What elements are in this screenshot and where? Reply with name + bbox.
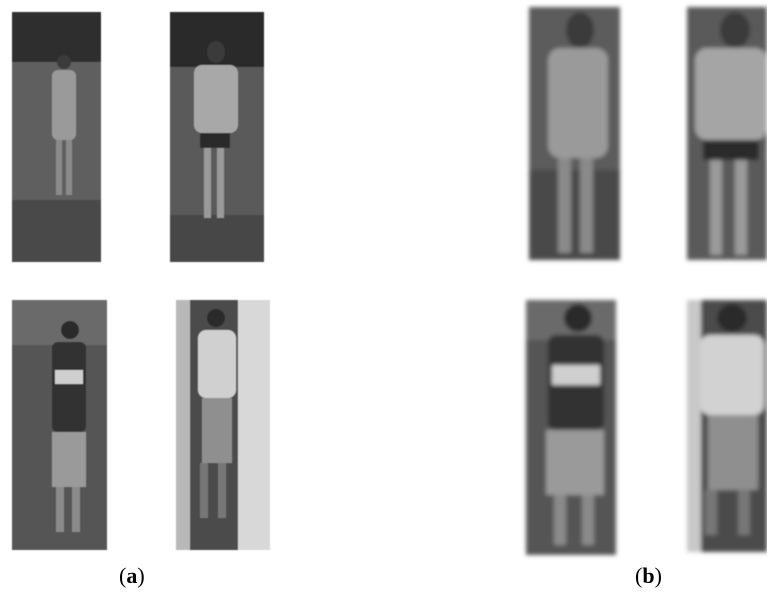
paren: ): [655, 563, 662, 588]
panel-letter: a: [126, 563, 137, 588]
image-b1: [529, 7, 620, 260]
image-a4: [176, 300, 270, 550]
image-b3: [526, 300, 616, 555]
image-a2: [170, 12, 264, 262]
paren: ): [137, 563, 144, 588]
panel-letter: b: [642, 563, 654, 588]
panel-label: (a): [119, 563, 145, 589]
image-a1: [12, 12, 101, 262]
image-b4: [687, 300, 767, 552]
panel-label: (b): [635, 563, 662, 589]
photo-grid: [0, 0, 767, 592]
figure: (a) (b) (() => { const data = JSON.parse…: [0, 0, 767, 592]
image-a3: [12, 300, 107, 550]
image-b2: [687, 7, 767, 260]
